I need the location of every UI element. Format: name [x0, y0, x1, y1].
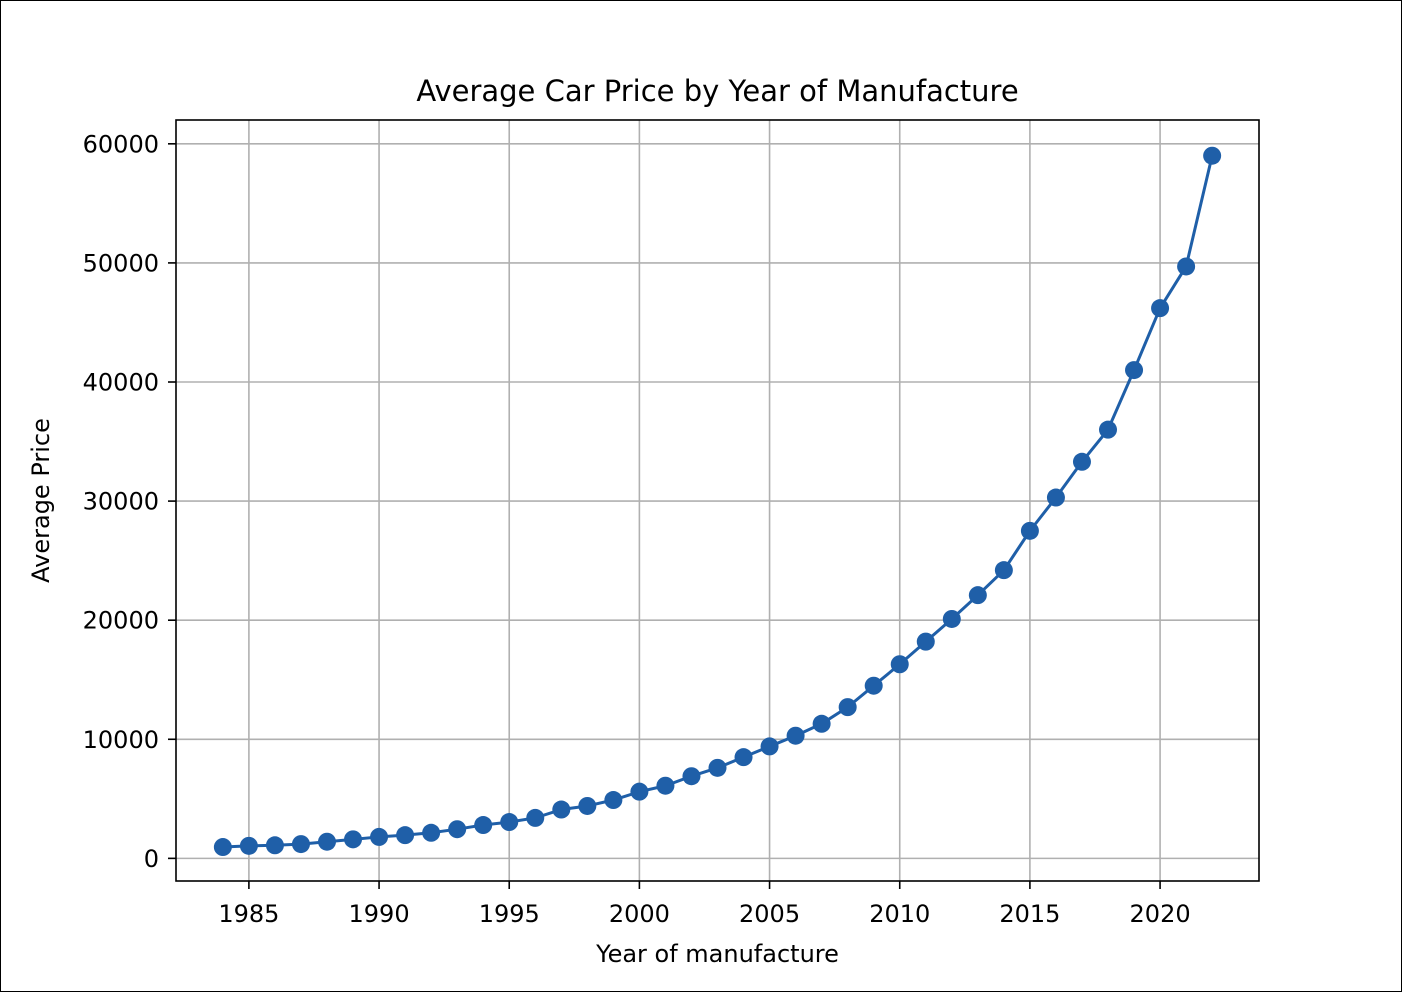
y-tick-label: 0 — [144, 845, 159, 873]
data-point-1988 — [317, 832, 336, 851]
plot-area-frame — [175, 119, 1260, 882]
data-point-2020 — [1151, 299, 1170, 318]
data-point-1997 — [552, 800, 571, 819]
data-point-1994 — [474, 816, 493, 835]
data-point-1992 — [422, 823, 441, 842]
axis-ticks: 1985 1990 1995 2000 2005 2010 2015 2020 0 10000 20… — [83, 130, 1191, 928]
data-point-2016 — [1046, 488, 1065, 507]
chart-title: Average Car Price by Year of Manufacture — [416, 74, 1018, 108]
data-point-1991 — [396, 826, 415, 845]
y-tick-label: 20000 — [83, 607, 159, 635]
y-tick-label: 30000 — [83, 488, 159, 516]
data-point-1999 — [604, 791, 623, 810]
data-point-2011 — [916, 632, 935, 651]
data-point-2009 — [864, 676, 883, 695]
data-point-1989 — [344, 830, 363, 849]
data-point-2017 — [1072, 452, 1091, 471]
y-axis-title: Average Price — [27, 418, 55, 583]
x-tick-label: 2015 — [999, 900, 1060, 928]
data-point-2006 — [786, 726, 805, 745]
x-tick-label: 1990 — [349, 900, 410, 928]
data-point-2014 — [994, 561, 1013, 580]
x-tick-label: 1985 — [218, 900, 279, 928]
x-tick-label: 2005 — [739, 900, 800, 928]
data-point-2005 — [760, 737, 779, 756]
x-axis-title: Year of manufacture — [595, 940, 839, 968]
data-point-2022 — [1203, 146, 1222, 165]
series-layer — [213, 146, 1222, 857]
data-point-2004 — [734, 748, 753, 767]
data-point-1987 — [291, 835, 310, 854]
data-point-2002 — [682, 767, 701, 786]
data-point-2008 — [838, 698, 857, 717]
y-tick-label: 40000 — [83, 369, 159, 397]
data-point-2001 — [656, 776, 675, 795]
data-point-1995 — [500, 813, 519, 832]
data-point-2010 — [890, 655, 909, 674]
data-point-1998 — [578, 796, 597, 815]
data-point-2003 — [708, 758, 727, 777]
data-point-1990 — [370, 827, 389, 846]
data-point-2012 — [942, 609, 961, 628]
data-point-1984 — [213, 838, 232, 857]
grid-lines — [176, 120, 1259, 881]
data-point-1986 — [265, 836, 284, 855]
data-point-2019 — [1125, 361, 1144, 380]
data-point-2000 — [630, 782, 649, 801]
data-point-1996 — [526, 808, 545, 827]
data-point-2018 — [1099, 420, 1118, 439]
data-point-2007 — [812, 714, 831, 733]
data-point-1985 — [239, 836, 258, 855]
x-tick-label: 1995 — [479, 900, 540, 928]
data-point-1993 — [448, 820, 467, 839]
data-point-2021 — [1177, 257, 1196, 276]
y-tick-label: 10000 — [83, 726, 159, 754]
y-tick-label: 50000 — [83, 249, 159, 277]
x-tick-label: 2020 — [1130, 900, 1191, 928]
x-tick-label: 2010 — [869, 900, 930, 928]
data-point-2015 — [1020, 521, 1039, 540]
y-tick-label: 60000 — [83, 130, 159, 158]
x-tick-label: 2000 — [609, 900, 670, 928]
data-point-2013 — [968, 586, 987, 605]
